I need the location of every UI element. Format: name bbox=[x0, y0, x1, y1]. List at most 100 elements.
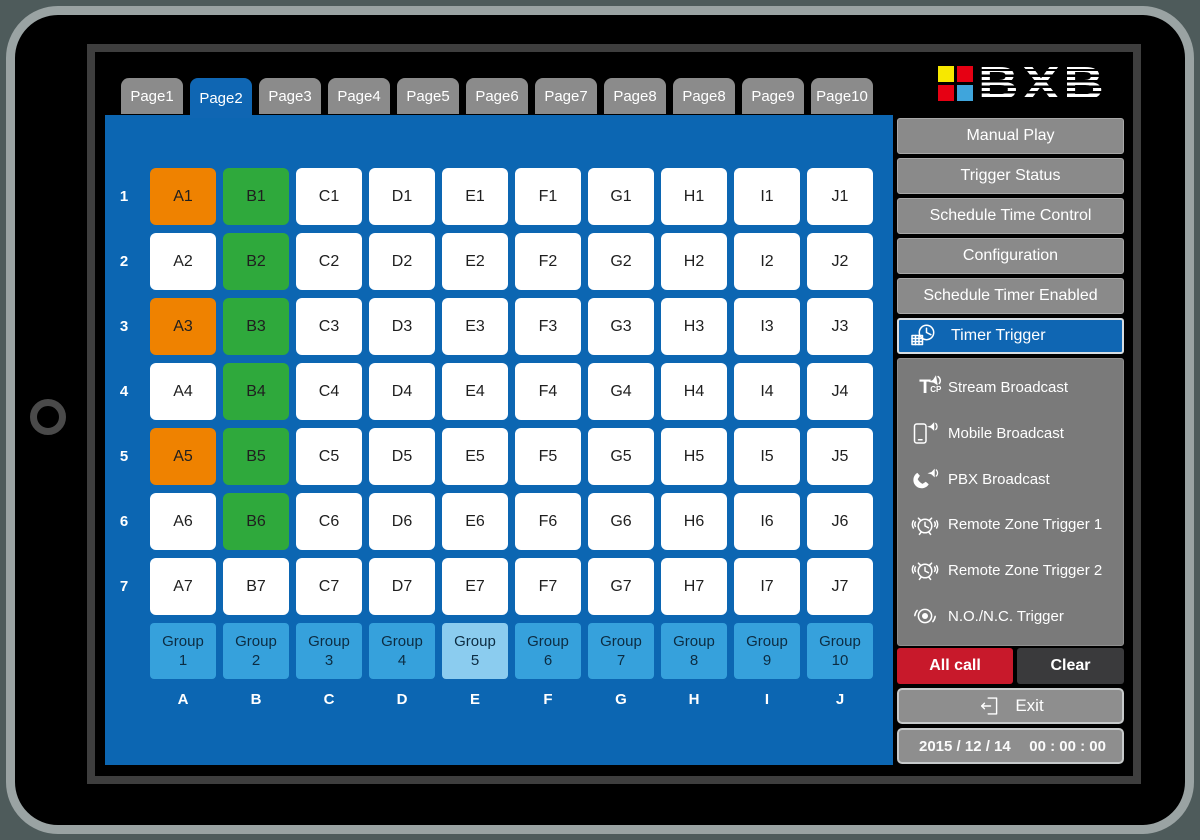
sidebar-button-trigger-status[interactable]: Trigger Status bbox=[897, 158, 1124, 194]
sidebar-item-stream-broadcast[interactable]: T CP Stream Broadcast bbox=[906, 374, 1123, 402]
zone-cell-e3[interactable]: E3 bbox=[442, 298, 508, 355]
zone-cell-c7[interactable]: C7 bbox=[296, 558, 362, 615]
zone-cell-a2[interactable]: A2 bbox=[150, 233, 216, 290]
zone-cell-h1[interactable]: H1 bbox=[661, 168, 727, 225]
zone-cell-b3[interactable]: B3 bbox=[223, 298, 289, 355]
group-button-9[interactable]: Group 9 bbox=[734, 623, 800, 679]
zone-cell-a6[interactable]: A6 bbox=[150, 493, 216, 550]
zone-cell-h4[interactable]: H4 bbox=[661, 363, 727, 420]
zone-cell-h3[interactable]: H3 bbox=[661, 298, 727, 355]
zone-cell-d7[interactable]: D7 bbox=[369, 558, 435, 615]
tab-page8[interactable]: Page8 bbox=[673, 78, 735, 114]
exit-button[interactable]: Exit bbox=[897, 688, 1124, 724]
zone-cell-h5[interactable]: H5 bbox=[661, 428, 727, 485]
tab-page9[interactable]: Page9 bbox=[742, 78, 804, 114]
tab-page5[interactable]: Page5 bbox=[397, 78, 459, 114]
zone-cell-e4[interactable]: E4 bbox=[442, 363, 508, 420]
zone-cell-c6[interactable]: C6 bbox=[296, 493, 362, 550]
zone-cell-b2[interactable]: B2 bbox=[223, 233, 289, 290]
zone-cell-i5[interactable]: I5 bbox=[734, 428, 800, 485]
zone-cell-j7[interactable]: J7 bbox=[807, 558, 873, 615]
zone-cell-f6[interactable]: F6 bbox=[515, 493, 581, 550]
zone-cell-b7[interactable]: B7 bbox=[223, 558, 289, 615]
zone-cell-i4[interactable]: I4 bbox=[734, 363, 800, 420]
zone-cell-j1[interactable]: J1 bbox=[807, 168, 873, 225]
group-button-10[interactable]: Group 10 bbox=[807, 623, 873, 679]
zone-cell-d2[interactable]: D2 bbox=[369, 233, 435, 290]
zone-cell-a7[interactable]: A7 bbox=[150, 558, 216, 615]
group-button-8[interactable]: Group 8 bbox=[661, 623, 727, 679]
zone-cell-c2[interactable]: C2 bbox=[296, 233, 362, 290]
sidebar-item-remote-zone-trigger-2[interactable]: Remote Zone Trigger 2 bbox=[906, 556, 1123, 584]
zone-cell-j4[interactable]: J4 bbox=[807, 363, 873, 420]
zone-cell-b1[interactable]: B1 bbox=[223, 168, 289, 225]
group-button-6[interactable]: Group 6 bbox=[515, 623, 581, 679]
zone-cell-f1[interactable]: F1 bbox=[515, 168, 581, 225]
zone-cell-d3[interactable]: D3 bbox=[369, 298, 435, 355]
zone-cell-b5[interactable]: B5 bbox=[223, 428, 289, 485]
zone-cell-j6[interactable]: J6 bbox=[807, 493, 873, 550]
zone-cell-g4[interactable]: G4 bbox=[588, 363, 654, 420]
zone-cell-e5[interactable]: E5 bbox=[442, 428, 508, 485]
zone-cell-a4[interactable]: A4 bbox=[150, 363, 216, 420]
zone-cell-g2[interactable]: G2 bbox=[588, 233, 654, 290]
zone-cell-g6[interactable]: G6 bbox=[588, 493, 654, 550]
tab-page4[interactable]: Page4 bbox=[328, 78, 390, 114]
tab-page6[interactable]: Page6 bbox=[466, 78, 528, 114]
zone-cell-j5[interactable]: J5 bbox=[807, 428, 873, 485]
tab-page3[interactable]: Page3 bbox=[259, 78, 321, 114]
sidebar-item-n-o-n-c-trigger[interactable]: N.O./N.C. Trigger bbox=[906, 602, 1123, 630]
zone-cell-j2[interactable]: J2 bbox=[807, 233, 873, 290]
zone-cell-d1[interactable]: D1 bbox=[369, 168, 435, 225]
zone-cell-b4[interactable]: B4 bbox=[223, 363, 289, 420]
zone-cell-g1[interactable]: G1 bbox=[588, 168, 654, 225]
zone-cell-d6[interactable]: D6 bbox=[369, 493, 435, 550]
sidebar-item-pbx-broadcast[interactable]: PBX Broadcast bbox=[906, 465, 1123, 493]
group-button-5[interactable]: Group 5 bbox=[442, 623, 508, 679]
zone-cell-a5[interactable]: A5 bbox=[150, 428, 216, 485]
group-button-7[interactable]: Group 7 bbox=[588, 623, 654, 679]
zone-cell-i7[interactable]: I7 bbox=[734, 558, 800, 615]
zone-cell-a3[interactable]: A3 bbox=[150, 298, 216, 355]
zone-cell-g7[interactable]: G7 bbox=[588, 558, 654, 615]
zone-cell-c4[interactable]: C4 bbox=[296, 363, 362, 420]
sidebar-button-timer-trigger[interactable]: Timer Trigger bbox=[897, 318, 1124, 354]
zone-cell-g5[interactable]: G5 bbox=[588, 428, 654, 485]
zone-cell-d5[interactable]: D5 bbox=[369, 428, 435, 485]
group-button-2[interactable]: Group 2 bbox=[223, 623, 289, 679]
zone-cell-f5[interactable]: F5 bbox=[515, 428, 581, 485]
sidebar-button-schedule-time-control[interactable]: Schedule Time Control bbox=[897, 198, 1124, 234]
tab-page7[interactable]: Page7 bbox=[535, 78, 597, 114]
zone-cell-f4[interactable]: F4 bbox=[515, 363, 581, 420]
zone-cell-f7[interactable]: F7 bbox=[515, 558, 581, 615]
zone-cell-c3[interactable]: C3 bbox=[296, 298, 362, 355]
zone-cell-h2[interactable]: H2 bbox=[661, 233, 727, 290]
zone-cell-f3[interactable]: F3 bbox=[515, 298, 581, 355]
sidebar-item-remote-zone-trigger-1[interactable]: Remote Zone Trigger 1 bbox=[906, 511, 1123, 539]
zone-cell-d4[interactable]: D4 bbox=[369, 363, 435, 420]
zone-cell-i2[interactable]: I2 bbox=[734, 233, 800, 290]
zone-cell-c5[interactable]: C5 bbox=[296, 428, 362, 485]
tab-page8[interactable]: Page8 bbox=[604, 78, 666, 114]
group-button-3[interactable]: Group 3 bbox=[296, 623, 362, 679]
zone-cell-e6[interactable]: E6 bbox=[442, 493, 508, 550]
zone-cell-e1[interactable]: E1 bbox=[442, 168, 508, 225]
clear-button[interactable]: Clear bbox=[1017, 648, 1124, 684]
zone-cell-i1[interactable]: I1 bbox=[734, 168, 800, 225]
zone-cell-e7[interactable]: E7 bbox=[442, 558, 508, 615]
tab-page2[interactable]: Page2 bbox=[190, 78, 252, 118]
sidebar-button-schedule-timer-enabled[interactable]: Schedule Timer Enabled bbox=[897, 278, 1124, 314]
tab-page10[interactable]: Page10 bbox=[811, 78, 873, 114]
group-button-1[interactable]: Group 1 bbox=[150, 623, 216, 679]
zone-cell-i3[interactable]: I3 bbox=[734, 298, 800, 355]
sidebar-button-manual-play[interactable]: Manual Play bbox=[897, 118, 1124, 154]
zone-cell-c1[interactable]: C1 bbox=[296, 168, 362, 225]
zone-cell-h6[interactable]: H6 bbox=[661, 493, 727, 550]
sidebar-button-configuration[interactable]: Configuration bbox=[897, 238, 1124, 274]
zone-cell-a1[interactable]: A1 bbox=[150, 168, 216, 225]
group-button-4[interactable]: Group 4 bbox=[369, 623, 435, 679]
sidebar-item-mobile-broadcast[interactable]: Mobile Broadcast bbox=[906, 419, 1123, 447]
zone-cell-b6[interactable]: B6 bbox=[223, 493, 289, 550]
zone-cell-e2[interactable]: E2 bbox=[442, 233, 508, 290]
zone-cell-f2[interactable]: F2 bbox=[515, 233, 581, 290]
